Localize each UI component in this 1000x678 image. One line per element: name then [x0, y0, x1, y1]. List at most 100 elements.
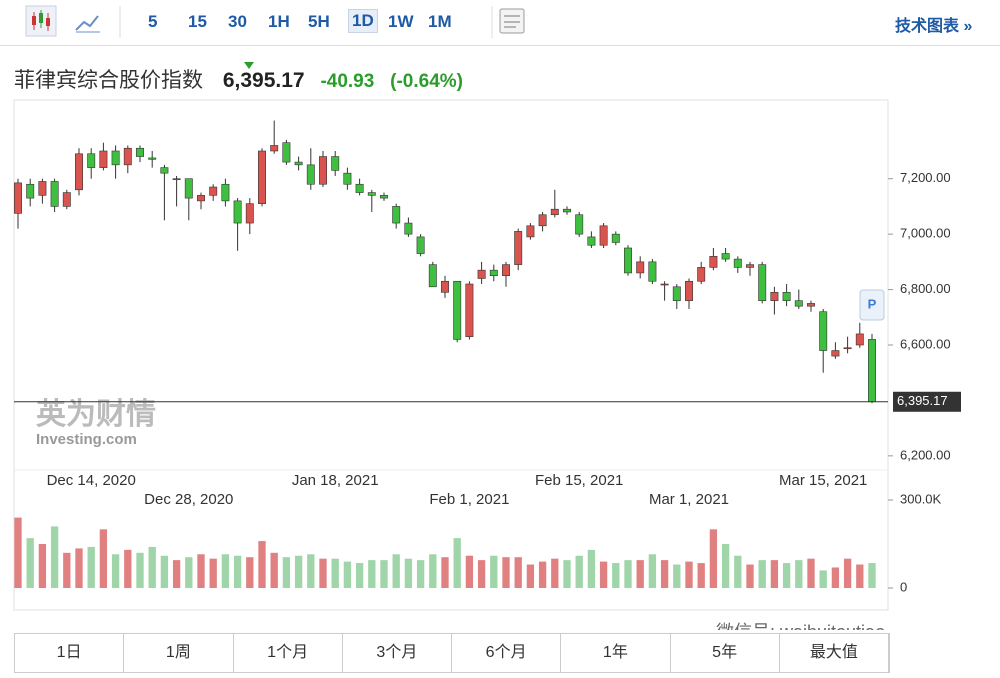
candle-body	[611, 233, 620, 243]
technical-chart-link[interactable]: 技术图表 »	[895, 18, 973, 35]
interval-button[interactable]: 1W	[388, 12, 414, 31]
interval-button[interactable]: 5H	[308, 12, 330, 31]
volume-tick-label: 300.0K	[900, 491, 942, 506]
volume-bar	[355, 563, 364, 588]
interval-button[interactable]: 5	[148, 12, 158, 31]
candle-body	[526, 225, 535, 238]
change-pct: (-0.64%)	[390, 71, 464, 92]
interval-button[interactable]: 1D	[348, 9, 378, 33]
volume-bar	[221, 554, 230, 588]
x-tick-label: Mar 15, 2021	[779, 472, 867, 489]
candle-body	[197, 195, 205, 202]
candle-body	[233, 200, 242, 224]
candle-body	[26, 183, 35, 199]
volume-bar	[429, 554, 437, 588]
candle-body	[477, 269, 486, 279]
range-tab[interactable]: 5年	[671, 634, 780, 672]
candle-body	[184, 178, 193, 199]
volume-bar	[538, 561, 547, 588]
range-tab[interactable]: 3个月	[343, 634, 452, 672]
candle-body	[794, 300, 803, 307]
candle-body	[441, 280, 449, 293]
candle-body	[453, 280, 462, 340]
volume-bar	[782, 563, 791, 588]
candle-body	[245, 203, 254, 224]
interval-button[interactable]: 1H	[268, 12, 290, 31]
volume-bar	[63, 552, 71, 588]
candle-body	[160, 167, 169, 174]
candle-body	[599, 225, 608, 246]
candle-body	[685, 280, 693, 301]
candle-body	[367, 192, 376, 196]
last-price-box	[893, 391, 961, 412]
volume-bar	[148, 546, 156, 588]
volume-bar	[770, 560, 779, 588]
separator-icon	[491, 6, 525, 38]
p-marker[interactable]	[859, 289, 885, 321]
candle-body	[648, 261, 657, 282]
candle-body	[843, 347, 852, 350]
candle-body	[209, 186, 218, 196]
candle-body	[38, 181, 47, 196]
watermark-brand: 英为财情	[36, 398, 156, 431]
volume-bar	[392, 554, 400, 588]
volume-bar	[502, 557, 510, 588]
candle-body	[404, 222, 413, 235]
volume-bar	[685, 561, 693, 588]
interval-button[interactable]: 1M	[428, 12, 452, 31]
candle-body	[282, 142, 291, 163]
candle-body	[746, 264, 754, 268]
quote-header: 菲律宾综合股价指数 6,395.17 -40.93 (-0.64%)	[14, 64, 463, 94]
volume-bar	[453, 538, 461, 588]
candle-body	[380, 195, 388, 199]
candle-body	[270, 145, 279, 152]
candle-body	[355, 183, 364, 193]
volume-bar	[673, 564, 681, 588]
x-tick-label: Dec 14, 2020	[47, 472, 136, 489]
volume-bar	[477, 560, 486, 588]
range-tab[interactable]: 1年	[561, 634, 671, 672]
volume-bar	[136, 552, 144, 588]
volume-bar	[416, 560, 425, 588]
candle-body	[721, 253, 730, 260]
candle-body	[258, 150, 266, 204]
candle-body	[660, 283, 669, 286]
volume-bar	[404, 558, 413, 588]
index-name: 菲律宾综合股价指数	[14, 69, 203, 92]
volume-bar	[636, 560, 644, 588]
volume-bar	[246, 557, 254, 588]
volume-bar	[868, 563, 876, 588]
volume-bar	[721, 544, 730, 588]
plot-frame	[13, 99, 889, 611]
candle-body	[343, 172, 352, 185]
range-tab[interactable]: 最大值	[780, 634, 889, 672]
volume-bar	[209, 558, 217, 588]
candle-body	[587, 236, 596, 246]
range-tab[interactable]: 1周	[124, 634, 234, 672]
y-tick-label: 7,200.00	[900, 170, 951, 185]
candle-body	[319, 156, 327, 185]
candle-body	[868, 339, 876, 403]
volume-bar	[38, 544, 47, 588]
volume-bar	[843, 558, 852, 588]
volume-bar	[648, 554, 657, 588]
candle-body	[14, 182, 22, 214]
volume-tick-label: 0	[900, 579, 907, 594]
p-marker-label: P	[868, 296, 877, 311]
volume-bar	[160, 555, 169, 588]
change: -40.93	[320, 71, 375, 92]
candle-body	[636, 261, 645, 274]
volume-bar	[99, 529, 108, 588]
interval-button[interactable]: 15	[188, 12, 207, 31]
interval-button[interactable]: 30	[228, 12, 247, 31]
candle-body	[136, 147, 144, 157]
toolbar: 5 15 30 1H 5H 1D 1W 1M 技术图表 »	[0, 0, 1000, 46]
volume-bar	[111, 554, 120, 588]
range-tab[interactable]: 1个月	[234, 634, 343, 672]
y-tick-label: 6,600.00	[900, 336, 951, 351]
range-tab[interactable]: 1日	[15, 634, 125, 672]
candle-body	[111, 150, 120, 166]
volume-bar	[319, 558, 327, 588]
candle-body	[575, 214, 584, 235]
range-tab[interactable]: 6个月	[452, 634, 562, 672]
